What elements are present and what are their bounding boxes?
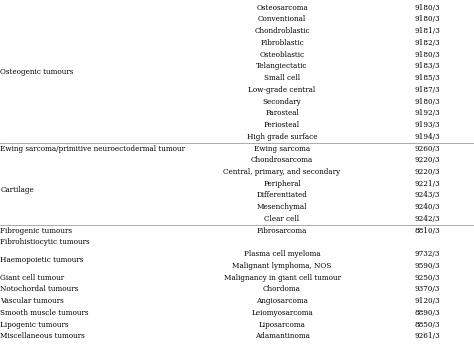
Text: Chordoma: Chordoma — [263, 286, 301, 293]
Text: Notochordal tumours: Notochordal tumours — [0, 286, 79, 293]
Text: 8850/3: 8850/3 — [415, 321, 440, 329]
Text: 9220/3: 9220/3 — [415, 156, 440, 164]
Text: Osteogenic tumours: Osteogenic tumours — [0, 68, 74, 76]
Text: Parosteal: Parosteal — [265, 109, 299, 117]
Text: 9120/3: 9120/3 — [415, 297, 440, 305]
Text: Small cell: Small cell — [264, 74, 300, 82]
Text: Ewing sarcoma/primitive neuroectodermal tumour: Ewing sarcoma/primitive neuroectodermal … — [0, 144, 185, 152]
Text: Vascular tumours: Vascular tumours — [0, 297, 64, 305]
Text: 9180/3: 9180/3 — [415, 98, 440, 106]
Text: Central, primary, and secondary: Central, primary, and secondary — [223, 168, 341, 176]
Text: Clear cell: Clear cell — [264, 215, 300, 223]
Text: 9181/3: 9181/3 — [415, 27, 440, 35]
Text: Fibrogenic tumours: Fibrogenic tumours — [0, 227, 73, 235]
Text: Liposarcoma: Liposarcoma — [259, 321, 305, 329]
Text: Differentiated: Differentiated — [256, 192, 308, 200]
Text: 8890/3: 8890/3 — [415, 309, 440, 317]
Text: Mesenchymal: Mesenchymal — [257, 203, 307, 211]
Text: 9240/3: 9240/3 — [415, 203, 440, 211]
Text: Osteosarcoma: Osteosarcoma — [256, 3, 308, 12]
Text: Adamantinoma: Adamantinoma — [255, 332, 310, 341]
Text: 9187/3: 9187/3 — [415, 86, 440, 94]
Text: 9192/3: 9192/3 — [415, 109, 440, 117]
Text: 9180/3: 9180/3 — [415, 51, 440, 58]
Text: 9180/3: 9180/3 — [415, 15, 440, 23]
Text: Giant cell tumour: Giant cell tumour — [0, 274, 64, 282]
Text: Leiomyosarcoma: Leiomyosarcoma — [251, 309, 313, 317]
Text: 9242/3: 9242/3 — [415, 215, 440, 223]
Text: 9180/3: 9180/3 — [415, 3, 440, 12]
Text: Ewing sarcoma: Ewing sarcoma — [254, 144, 310, 152]
Text: Secondary: Secondary — [263, 98, 301, 106]
Text: Malignancy in giant cell tumour: Malignancy in giant cell tumour — [224, 274, 340, 282]
Text: Chondrosarcoma: Chondrosarcoma — [251, 156, 313, 164]
Text: Plasma cell myeloma: Plasma cell myeloma — [244, 250, 320, 258]
Text: 9250/3: 9250/3 — [415, 274, 440, 282]
Text: Malignant lymphoma, NOS: Malignant lymphoma, NOS — [232, 262, 332, 270]
Text: Telangiectatic: Telangiectatic — [256, 62, 308, 70]
Text: 9732/3: 9732/3 — [415, 250, 440, 258]
Text: 9221/3: 9221/3 — [415, 180, 440, 188]
Text: 9370/3: 9370/3 — [415, 286, 440, 293]
Text: 9183/3: 9183/3 — [415, 62, 440, 70]
Text: Angiosarcoma: Angiosarcoma — [256, 297, 308, 305]
Text: 8810/3: 8810/3 — [415, 227, 440, 235]
Text: 9182/3: 9182/3 — [415, 39, 440, 47]
Text: Osteoblastic: Osteoblastic — [259, 51, 305, 58]
Text: Fibrosarcoma: Fibrosarcoma — [257, 227, 307, 235]
Text: Fibrohistiocytic tumours: Fibrohistiocytic tumours — [0, 238, 90, 246]
Text: 9590/3: 9590/3 — [415, 262, 440, 270]
Text: Periosteal: Periosteal — [264, 121, 300, 129]
Text: Conventional: Conventional — [258, 15, 306, 23]
Text: Low-grade central: Low-grade central — [248, 86, 316, 94]
Text: Haemopoietic tumours: Haemopoietic tumours — [0, 256, 84, 264]
Text: Cartilage: Cartilage — [0, 186, 34, 194]
Text: 9260/3: 9260/3 — [415, 144, 440, 152]
Text: 9243/3: 9243/3 — [415, 192, 440, 200]
Text: 9261/3: 9261/3 — [415, 332, 440, 341]
Text: Lipogenic tumours: Lipogenic tumours — [0, 321, 69, 329]
Text: 9193/3: 9193/3 — [415, 121, 440, 129]
Text: Chondroblastic: Chondroblastic — [254, 27, 310, 35]
Text: 9220/3: 9220/3 — [415, 168, 440, 176]
Text: Miscellaneous tumours: Miscellaneous tumours — [0, 332, 85, 341]
Text: 9185/3: 9185/3 — [415, 74, 440, 82]
Text: Peripheral: Peripheral — [263, 180, 301, 188]
Text: 9194/3: 9194/3 — [415, 133, 440, 141]
Text: Fibroblastic: Fibroblastic — [260, 39, 304, 47]
Text: High grade surface: High grade surface — [247, 133, 317, 141]
Text: Smooth muscle tumours: Smooth muscle tumours — [0, 309, 89, 317]
